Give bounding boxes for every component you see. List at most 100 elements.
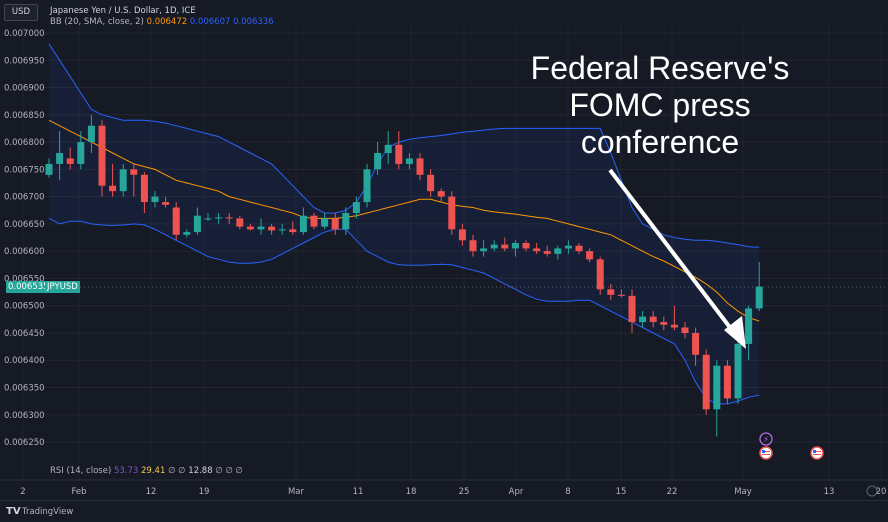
rsi-na-5: ∅	[235, 466, 243, 476]
y-tick-label: 0.006350	[4, 384, 45, 394]
candle	[448, 191, 456, 235]
y-tick-label: 0.007000	[4, 29, 45, 39]
candle-body	[321, 218, 329, 227]
annotation-line-3: conference	[580, 124, 740, 160]
candle-body	[204, 218, 212, 220]
candle	[416, 152, 424, 181]
candle-body	[289, 229, 297, 233]
candle-body	[745, 308, 753, 344]
bb-lower-value: 0.006336	[233, 17, 274, 27]
annotation-line-2: FOMC press	[569, 87, 751, 123]
candle	[543, 245, 551, 257]
us-flag-event-icon-2[interactable]	[810, 446, 824, 460]
candle	[607, 283, 615, 301]
candle	[321, 212, 329, 230]
candle	[56, 131, 64, 181]
candle	[713, 360, 721, 437]
candle-body	[639, 316, 647, 323]
x-tick-label: 13	[824, 487, 835, 497]
x-axis: 2 Feb 12 19 Mar 11 18 25 Apr 8 15 22 May 13 20	[20, 487, 886, 497]
candle	[511, 240, 519, 257]
candle	[172, 202, 180, 241]
candle	[215, 212, 223, 224]
candle	[342, 207, 350, 235]
clock-icon[interactable]	[866, 485, 878, 497]
rsi-label: RSI (14, close)	[50, 466, 112, 476]
candle	[480, 240, 488, 257]
candle-body	[607, 289, 615, 295]
candle-body	[140, 174, 148, 203]
svg-text:⚡: ⚡	[763, 435, 769, 444]
candle-body	[130, 169, 138, 175]
candle-body	[77, 142, 85, 164]
candle	[109, 163, 117, 197]
x-tick-label: 12	[146, 487, 157, 497]
bollinger-upper-line	[48, 43, 760, 248]
candle	[289, 221, 297, 235]
candle	[363, 163, 371, 208]
chart-title: Japanese Yen / U.S. Dollar, 1D, ICE	[50, 6, 196, 16]
candle-body	[66, 158, 74, 164]
candle	[755, 262, 763, 312]
candle-body	[448, 196, 456, 230]
candle	[639, 311, 647, 328]
us-flag-event-icon[interactable]	[759, 446, 773, 460]
annotation-text: Federal Reserve's FOMC press conference	[500, 50, 820, 161]
candle-body	[236, 218, 244, 227]
candle	[501, 237, 509, 252]
candle	[586, 248, 594, 263]
bb-label: BB (20, SMA, close, 2)	[50, 17, 144, 27]
candle	[575, 242, 583, 254]
symbol-badge: JPYUSD	[45, 281, 80, 293]
y-tick-label: 0.006550	[4, 274, 45, 284]
y-axis: 0.007000 0.006950 0.006900 0.006850 0.006800…	[4, 29, 45, 448]
x-tick-label: 2	[20, 487, 25, 497]
candle-body	[183, 232, 191, 235]
candle-body	[628, 295, 636, 323]
x-tick-label: Feb	[71, 487, 86, 497]
candle-body	[331, 218, 339, 230]
candle	[204, 212, 212, 222]
candle	[395, 131, 403, 170]
x-tick-label: 11	[353, 487, 364, 497]
brand-label: TradingView	[22, 507, 74, 517]
candle-body	[363, 169, 371, 203]
candle	[660, 316, 668, 331]
candle	[702, 349, 710, 415]
candle	[352, 196, 360, 219]
candles-group	[45, 114, 763, 437]
candle-body	[692, 332, 700, 355]
candle-body	[87, 125, 95, 143]
candle	[405, 152, 413, 170]
x-tick-label: 22	[667, 487, 678, 497]
lightning-event-icon[interactable]: ⚡	[759, 432, 773, 446]
rsi-value-2: 29.41	[141, 466, 166, 476]
y-tick-label: 0.006500	[4, 302, 45, 312]
candle	[299, 207, 307, 235]
candle	[140, 172, 148, 213]
candle	[119, 163, 127, 197]
rsi-value-3: 12.88	[188, 466, 213, 476]
candle-body	[395, 144, 403, 164]
candle-body	[257, 226, 265, 230]
candle	[162, 196, 170, 208]
candle-body	[374, 152, 382, 170]
candle-body	[278, 229, 286, 231]
candle-body	[193, 215, 201, 233]
currency-selector[interactable]: USD	[4, 4, 38, 21]
candle	[183, 229, 191, 238]
candle	[374, 142, 382, 175]
candle	[45, 158, 53, 178]
candle-body	[586, 251, 594, 260]
candle	[236, 215, 244, 230]
candle	[384, 131, 392, 164]
candle-body	[734, 343, 742, 399]
candle-body	[215, 217, 223, 219]
candle	[458, 223, 466, 246]
candle-body	[98, 125, 106, 186]
candle	[77, 131, 85, 170]
y-tick-label: 0.006900	[4, 84, 45, 94]
candle	[427, 169, 435, 197]
candle-body	[755, 286, 763, 309]
